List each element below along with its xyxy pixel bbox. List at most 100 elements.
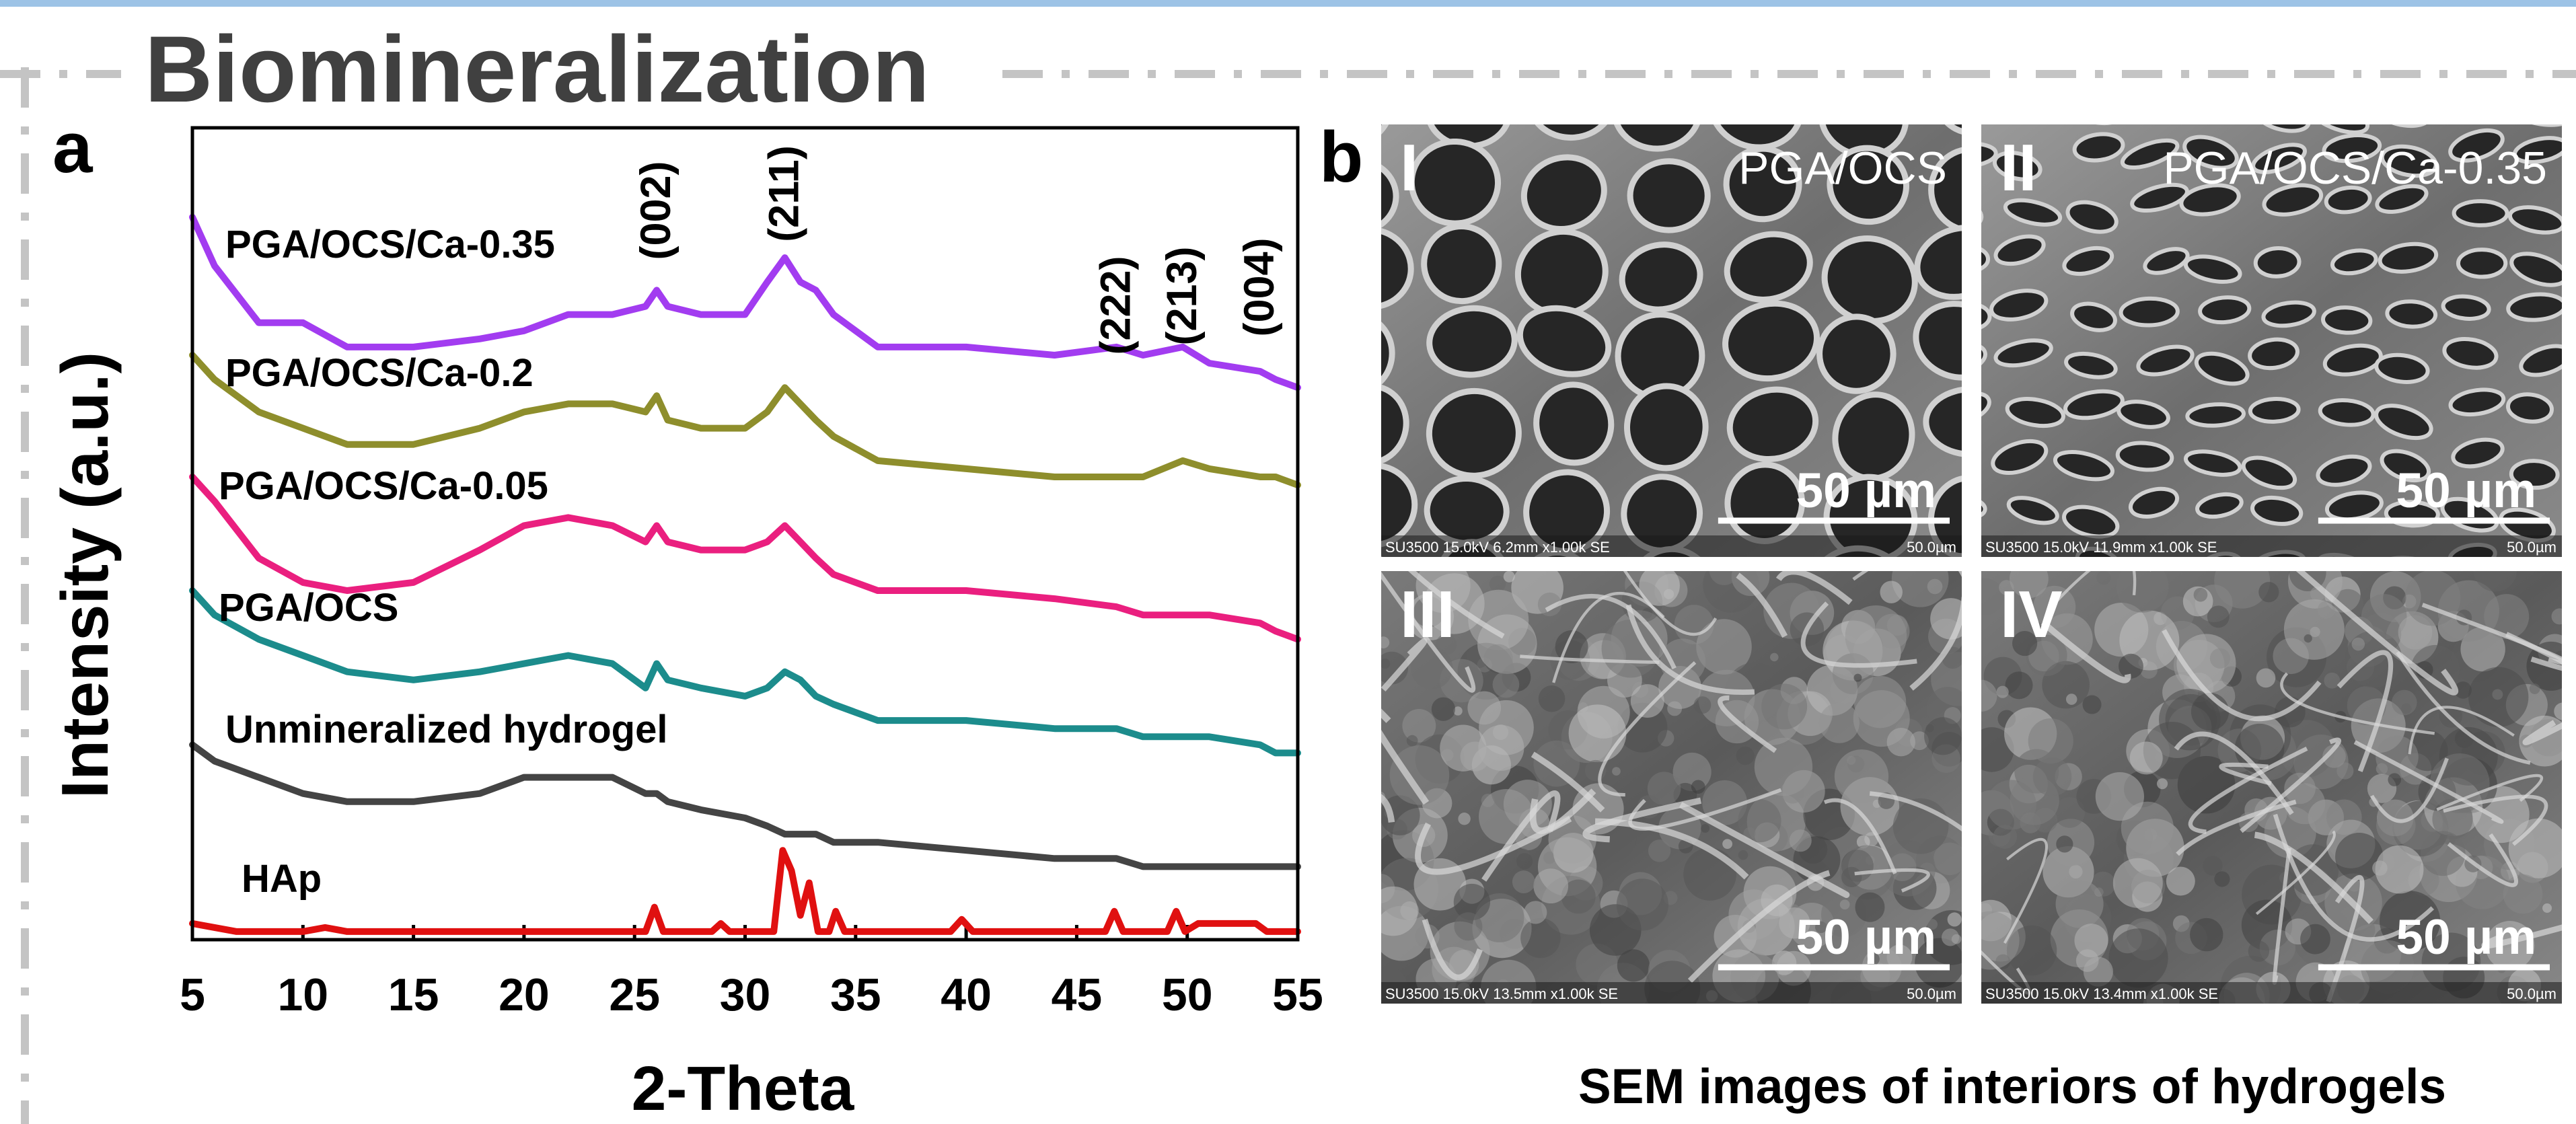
pore <box>1323 315 1393 391</box>
texture <box>1489 576 1506 592</box>
panel-label: b <box>1319 116 1363 197</box>
peak-annotation: (211) <box>761 145 808 242</box>
texture <box>1966 578 2003 615</box>
pore <box>2573 101 2576 128</box>
texture <box>2119 654 2143 679</box>
pore <box>1427 389 1521 478</box>
pore <box>1630 161 1708 231</box>
texture <box>1948 912 1962 926</box>
pore <box>1613 70 1701 149</box>
texture <box>2096 570 2110 585</box>
pore <box>2063 89 2125 128</box>
texture <box>1887 728 1915 756</box>
pore <box>1929 87 1983 121</box>
texture <box>1840 899 1850 909</box>
pore <box>2458 250 2505 277</box>
sem-image: IPGA/OCS50 µmSU3500 15.0kV 6.2mm x1.00k … <box>1313 55 2022 640</box>
panel-label: a <box>52 107 94 188</box>
scale-bar-label: 50 µm <box>1796 463 1936 518</box>
x-tick-label: 45 <box>1052 969 1103 1020</box>
texture <box>1432 698 1455 721</box>
plot: 510152025303540455055PGA/OCS/Ca-0.35PGA/… <box>180 128 1323 1020</box>
texture <box>2083 696 2102 714</box>
peak-annotation: (213) <box>1158 246 1206 345</box>
texture <box>1691 780 1705 794</box>
texture <box>1854 676 1906 728</box>
texture <box>2108 928 2168 987</box>
texture <box>2304 634 2312 642</box>
texture <box>1461 741 1490 771</box>
sem-image: IIPGA/OCS/Ca-0.3550 µmSU3500 15.0kV 11.9… <box>1919 79 2576 599</box>
x-tick-label: 20 <box>499 969 550 1020</box>
texture <box>2542 903 2552 913</box>
texture <box>1479 789 1534 844</box>
x-tick-label: 10 <box>277 969 328 1020</box>
texture <box>2157 778 2168 789</box>
series-label: Unmineralized hydrogel <box>225 708 667 751</box>
series-label: PGA/OCS <box>219 586 399 630</box>
texture <box>1458 813 1470 825</box>
texture <box>1701 824 1709 833</box>
texture <box>2214 553 2270 609</box>
scale-bar-label: 50 µm <box>2396 910 2536 965</box>
texture <box>2113 858 2163 908</box>
texture <box>1533 868 1568 903</box>
texture <box>1694 696 1712 714</box>
texture <box>1524 901 1547 924</box>
texture <box>1631 684 1664 718</box>
texture <box>1930 598 1971 639</box>
texture <box>2074 924 2108 957</box>
sem-info-scale: 50.0µm <box>1907 539 1956 556</box>
texture <box>2028 718 2073 763</box>
x-tick-label: 35 <box>830 969 881 1020</box>
pore <box>2572 404 2576 433</box>
texture <box>1516 853 1533 869</box>
caption: SEM images of interiors of hydrogels <box>1578 1059 2446 1114</box>
texture <box>1683 848 1736 901</box>
texture <box>2530 683 2540 694</box>
texture <box>2256 669 2276 688</box>
texture <box>1790 829 1812 852</box>
x-axis-label: 2-Theta <box>632 1053 855 1123</box>
texture <box>2056 880 2104 928</box>
texture <box>1761 683 1807 729</box>
texture <box>1617 878 1668 930</box>
texture <box>2248 940 2269 961</box>
peak-annotation: (004) <box>1236 237 1283 336</box>
pore <box>1624 383 1709 471</box>
series-label: PGA/OCS/Ca-0.35 <box>225 223 555 266</box>
pore <box>2129 90 2189 122</box>
texture <box>1612 767 1621 776</box>
sem-info: SU3500 15.0kV 11.9mm x1.00k SE <box>1985 539 2217 556</box>
y-axis-label: Intensity (a.u.) <box>48 352 122 798</box>
sem-info-scale: 50.0µm <box>1907 985 1956 1002</box>
pore <box>1427 77 1510 147</box>
pore <box>1426 477 1508 545</box>
texture <box>2300 924 2330 954</box>
texture <box>1819 703 1860 743</box>
texture <box>1924 717 1962 755</box>
texture <box>2130 741 2163 774</box>
pore <box>1422 223 1502 303</box>
texture <box>1512 870 1535 893</box>
texture <box>1847 756 1855 765</box>
pore <box>2255 247 2300 277</box>
x-tick-label: 15 <box>388 969 439 1020</box>
scale-bar-label: 50 µm <box>1796 910 1936 965</box>
texture <box>2372 860 2388 876</box>
texture <box>2352 638 2365 650</box>
sem-info: SU3500 15.0kV 13.4mm x1.00k SE <box>1985 985 2218 1002</box>
texture <box>1993 825 2017 849</box>
texture <box>2005 671 2033 699</box>
top-bar <box>0 0 2576 7</box>
texture <box>2033 757 2071 796</box>
texture <box>2194 588 2208 602</box>
texture <box>2258 582 2279 602</box>
sem-numeral: II <box>2000 130 2036 204</box>
texture <box>2388 773 2401 786</box>
sem-info-scale: 50.0µm <box>2507 539 2556 556</box>
x-tick-label: 50 <box>1162 969 1213 1020</box>
texture <box>1997 686 2009 698</box>
pore <box>2191 93 2244 125</box>
sem-panels: IPGA/OCS50 µmSU3500 15.0kV 6.2mm x1.00k … <box>1313 55 2576 1024</box>
